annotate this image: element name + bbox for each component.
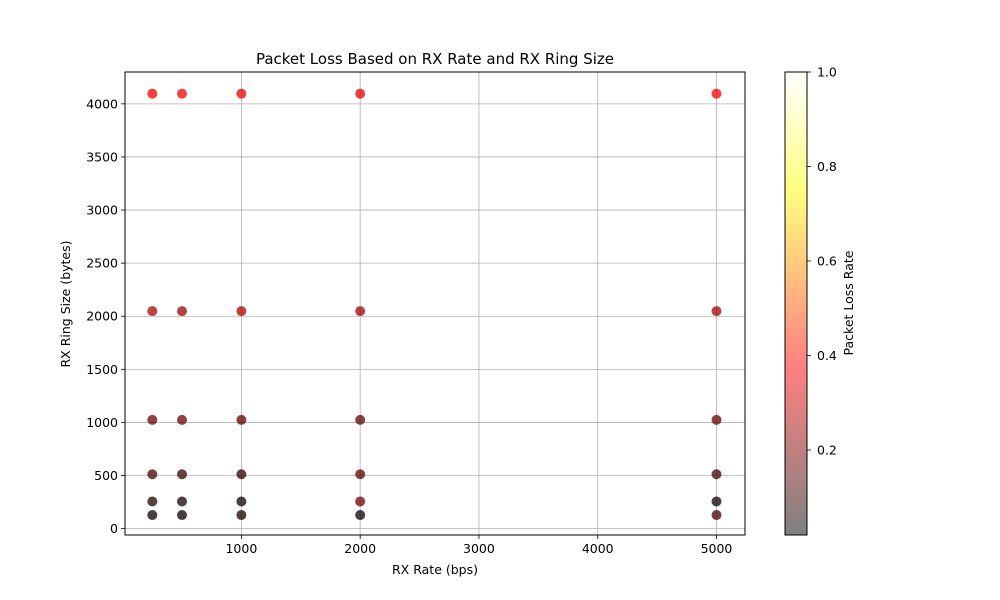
chart-title: Packet Loss Based on RX Rate and RX Ring… bbox=[256, 50, 614, 68]
scatter-point bbox=[711, 469, 722, 480]
scatter-point bbox=[711, 306, 722, 317]
scatter-point bbox=[236, 306, 247, 317]
scatter-point bbox=[711, 414, 722, 425]
x-axis-ticks: 1000 2000 3000 4000 5000 bbox=[225, 535, 732, 556]
plot-frame bbox=[124, 71, 746, 536]
scatter-point bbox=[355, 306, 366, 317]
colorbar-ticks: 0.2 0.4 0.6 0.8 1.0 bbox=[807, 65, 837, 457]
x-tick-label: 4000 bbox=[582, 541, 614, 556]
y-tick-label: 2000 bbox=[86, 309, 118, 324]
y-tick-label: 500 bbox=[94, 468, 118, 483]
y-tick-label: 2500 bbox=[86, 256, 118, 271]
scatter-point bbox=[147, 510, 158, 521]
scatter-point bbox=[355, 510, 366, 521]
y-tick-label: 3000 bbox=[86, 203, 118, 218]
colorbar-frame bbox=[784, 71, 808, 536]
scatter-point bbox=[711, 88, 722, 99]
colorbar: 0.2 0.4 0.6 0.8 1.0 Packet Loss Rate bbox=[784, 65, 856, 536]
x-tick-label: 2000 bbox=[344, 541, 376, 556]
x-tick-label: 5000 bbox=[701, 541, 733, 556]
scatter-point bbox=[147, 306, 158, 317]
y-tick-label: 0 bbox=[110, 521, 118, 536]
colorbar-gradient bbox=[785, 72, 807, 535]
colorbar-label: Packet Loss Rate bbox=[841, 250, 856, 355]
scatter-point bbox=[355, 414, 366, 425]
x-tick-label: 1000 bbox=[225, 541, 257, 556]
scatter-point bbox=[147, 469, 158, 480]
scatter-point bbox=[355, 469, 366, 480]
y-tick-label: 1000 bbox=[86, 415, 118, 430]
scatter-point bbox=[147, 414, 158, 425]
colorbar-tick-label: 1.0 bbox=[817, 65, 837, 80]
grid bbox=[125, 72, 745, 535]
scatter-point bbox=[177, 88, 188, 99]
y-tick-label: 4000 bbox=[86, 96, 118, 111]
colorbar-tick-label: 0.6 bbox=[817, 253, 837, 268]
scatter-point bbox=[147, 88, 158, 99]
y-axis-label: RX Ring Size (bytes) bbox=[58, 240, 73, 367]
scatter-point bbox=[236, 414, 247, 425]
scatter-point bbox=[236, 88, 247, 99]
scatter-point bbox=[177, 469, 188, 480]
x-tick-label: 3000 bbox=[463, 541, 495, 556]
scatter-point bbox=[236, 496, 247, 507]
y-tick-label: 1500 bbox=[86, 362, 118, 377]
y-tick-label: 3500 bbox=[86, 149, 118, 164]
scatter-point bbox=[177, 414, 188, 425]
colorbar-tick-label: 0.4 bbox=[817, 348, 837, 363]
scatter-point bbox=[177, 306, 188, 317]
colorbar-tick-label: 0.8 bbox=[817, 159, 837, 174]
colorbar-tick-label: 0.2 bbox=[817, 442, 837, 457]
scatter-point bbox=[177, 510, 188, 521]
scatter-point bbox=[147, 496, 158, 507]
scatter-point bbox=[711, 496, 722, 507]
x-axis-label: RX Rate (bps) bbox=[392, 562, 478, 577]
scatter-point bbox=[177, 496, 188, 507]
scatter-points bbox=[147, 88, 722, 521]
scatter-point bbox=[236, 510, 247, 521]
scatter-point bbox=[355, 88, 366, 99]
y-axis-ticks: 0 500 1000 1500 2000 2500 3000 3500 4000 bbox=[86, 96, 125, 536]
scatter-point bbox=[236, 469, 247, 480]
scatter-point bbox=[355, 496, 366, 507]
scatter-point bbox=[711, 510, 722, 521]
